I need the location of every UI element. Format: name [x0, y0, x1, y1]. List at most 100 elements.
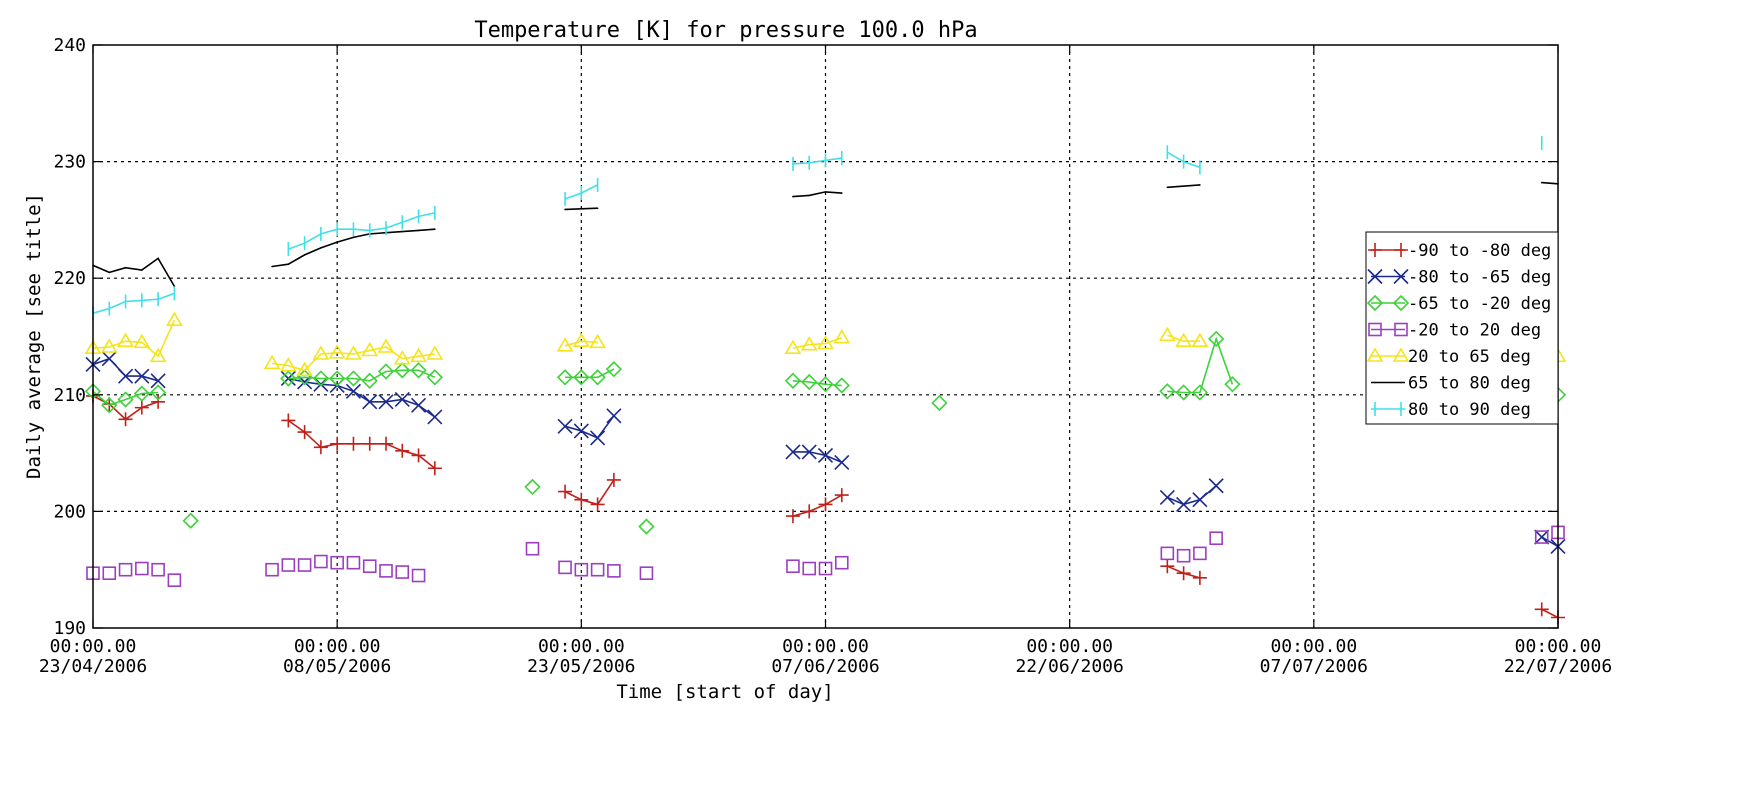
x-axis-label: Time [start of day]	[616, 681, 833, 703]
legend-swatch-marker	[1400, 381, 1402, 384]
series-2	[84, 330, 1567, 535]
series-line	[92, 292, 175, 314]
x-tick-label-time: 00:00.00	[538, 636, 625, 657]
data-point	[525, 541, 540, 556]
data-point	[1175, 384, 1192, 401]
data-point	[1208, 330, 1225, 347]
legend-swatch-marker	[1392, 294, 1410, 312]
data-point	[393, 350, 411, 365]
data-point	[411, 448, 426, 463]
data-point	[345, 345, 362, 360]
data-point	[167, 573, 182, 587]
data-point	[346, 555, 361, 570]
data-point	[1534, 602, 1549, 617]
data-point	[394, 391, 410, 408]
data-point	[377, 363, 395, 380]
data-point	[395, 565, 410, 579]
data-point	[1159, 489, 1175, 505]
data-point	[1534, 530, 1549, 544]
data-point	[427, 409, 443, 425]
data-point	[157, 257, 159, 260]
data-point	[596, 207, 599, 210]
data-point	[280, 370, 297, 387]
data-point	[434, 228, 436, 231]
data-point	[834, 555, 849, 570]
data-point	[817, 334, 834, 350]
data-point	[1534, 529, 1550, 545]
data-point	[605, 361, 623, 378]
x-tick-label-time: 00:00.00	[1026, 636, 1113, 657]
tick-layer: 00:00.0023/04/200600:00.0008/05/200600:0…	[39, 35, 1612, 677]
data-point	[564, 208, 566, 211]
data-point	[281, 413, 296, 428]
legend-swatch-marker	[1394, 243, 1408, 257]
data-point	[329, 370, 346, 387]
data-point	[313, 376, 329, 392]
data-point	[265, 562, 279, 577]
legend-entry: -65 to -20 deg	[1366, 294, 1551, 314]
data-point	[1176, 566, 1191, 581]
data-point	[840, 192, 843, 194]
x-tick-label-date: 08/05/2006	[283, 656, 391, 677]
series-line	[288, 212, 435, 250]
data-point	[833, 377, 850, 394]
legend-label: 80 to 90 deg	[1408, 400, 1531, 420]
data-point	[124, 266, 127, 269]
data-point	[574, 492, 589, 507]
data-point	[1160, 546, 1175, 561]
series-line	[92, 257, 176, 287]
series-line	[564, 479, 615, 506]
data-point	[346, 436, 361, 451]
legend-entry: 65 to 80 deg	[1371, 374, 1531, 394]
data-point	[362, 394, 378, 410]
legend-swatch-marker	[1368, 243, 1382, 257]
x-tick-label-time: 00:00.00	[1515, 636, 1602, 657]
data-point	[281, 558, 296, 572]
data-point	[558, 484, 573, 499]
data-point	[1540, 181, 1543, 184]
data-point	[1191, 332, 1209, 347]
legend-entry: -20 to 20 deg	[1368, 321, 1541, 341]
data-point	[785, 509, 800, 524]
y-tick-label: 220	[53, 268, 86, 289]
data-point	[312, 370, 330, 387]
series-3	[86, 525, 1565, 587]
data-point	[818, 497, 833, 512]
legend-entry: -80 to -65 deg	[1367, 268, 1551, 288]
data-point	[263, 354, 281, 370]
data-point	[556, 369, 574, 386]
data-point	[330, 436, 345, 451]
data-point	[817, 447, 834, 463]
data-point	[1160, 559, 1175, 574]
data-point	[379, 564, 393, 578]
data-point	[101, 397, 118, 414]
data-point	[572, 332, 590, 347]
data-point	[362, 436, 377, 451]
data-point	[638, 518, 655, 535]
data-point	[802, 504, 817, 519]
legend-swatch-marker	[1374, 381, 1376, 384]
data-point	[589, 369, 606, 386]
legend-entry: 20 to 65 deg	[1366, 347, 1531, 367]
x-tick-label-date: 07/06/2006	[771, 656, 879, 677]
data-point	[606, 408, 622, 424]
data-point	[165, 311, 183, 326]
data-point	[141, 269, 143, 271]
data-point	[320, 247, 322, 249]
data-point	[287, 263, 290, 266]
data-point	[117, 332, 134, 347]
data-point	[1208, 478, 1224, 494]
y-tick-label: 240	[53, 35, 86, 56]
data-point	[1166, 186, 1169, 189]
data-point	[808, 194, 811, 197]
data-point	[312, 345, 330, 360]
data-point	[100, 338, 118, 353]
data-point	[149, 384, 167, 401]
x-tick-label-date: 07/07/2006	[1260, 656, 1368, 677]
data-point	[557, 418, 573, 434]
x-tick-label-date: 23/05/2006	[527, 656, 635, 677]
data-point	[817, 376, 834, 393]
data-point	[573, 423, 589, 439]
data-point	[1192, 570, 1207, 585]
